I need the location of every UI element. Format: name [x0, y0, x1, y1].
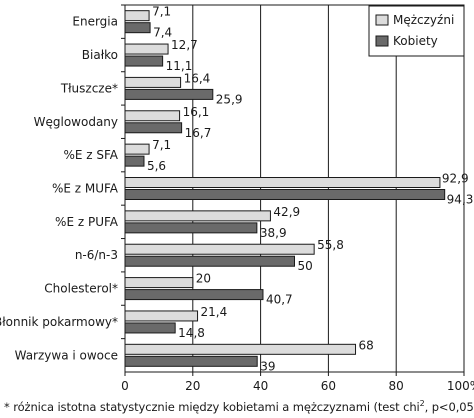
legend-label-women: Kobiety — [393, 34, 438, 48]
value-label-women: 94,3 — [447, 193, 474, 207]
value-label-women: 25,9 — [216, 92, 243, 106]
category-label: Błonnik pokarmowy* — [0, 315, 118, 329]
x-tick-label: 60 — [321, 379, 336, 393]
category-label: Energia — [72, 15, 118, 29]
legend-swatch-men — [375, 14, 389, 26]
value-label-women: 40,7 — [266, 293, 293, 307]
value-label-women: 50 — [298, 259, 313, 273]
value-label-men: 68 — [359, 338, 374, 352]
value-label-men: 20 — [196, 272, 211, 286]
bar-women — [124, 155, 145, 167]
value-label-women: 38,9 — [260, 226, 287, 240]
category-label: n-6/n-3 — [75, 248, 118, 262]
bar-men — [124, 76, 182, 88]
legend-label-men: Mężczyźni — [393, 13, 454, 27]
axes: 0 20 40 60 80 100% — [121, 4, 474, 393]
bar-women — [124, 322, 176, 334]
x-tick-label: 20 — [185, 379, 200, 393]
value-label-women: 11,1 — [166, 59, 193, 73]
footnote-tail: , p<0,05) — [424, 399, 474, 414]
bar-men — [124, 177, 441, 188]
value-label-men: 42,9 — [273, 205, 300, 219]
value-label-women: 14,8 — [178, 326, 205, 340]
footnote-superscript: 2 — [419, 399, 425, 408]
bar-men — [124, 210, 271, 222]
category-label: Węglowodany — [34, 115, 118, 129]
bar-women — [124, 22, 151, 34]
bar-women — [124, 122, 183, 134]
footnote-text: * różnica istotna statystycznie między k… — [4, 399, 420, 414]
value-label-men: 7,1 — [152, 5, 171, 19]
x-tick-label: 80 — [389, 379, 404, 393]
bar-men — [124, 277, 194, 289]
category-label: Cholesterol* — [44, 282, 118, 296]
bar-men — [124, 343, 357, 355]
value-label-women: 7,4 — [153, 26, 172, 40]
value-label-men: 7,1 — [152, 138, 171, 152]
x-tick-label: 100% — [447, 379, 474, 393]
category-label: Warzywa i owoce — [15, 348, 118, 362]
value-label-women: 16,7 — [185, 126, 212, 140]
bar-women — [124, 189, 446, 200]
value-label-men: 55,8 — [317, 238, 344, 252]
value-label-men: 16,4 — [184, 71, 211, 85]
x-tick-label: 40 — [253, 379, 268, 393]
legend-swatch-women — [375, 35, 389, 47]
category-label: %E z SFA — [63, 148, 118, 162]
category-label: %E z PUFA — [55, 215, 119, 229]
bar-men — [124, 243, 315, 255]
bar-men — [124, 143, 150, 155]
category-label: Tłuszcze* — [60, 81, 118, 95]
footnote: * różnica istotna statystycznie między k… — [4, 399, 474, 414]
bar-women — [124, 289, 264, 301]
value-label-men: 21,4 — [201, 305, 228, 319]
bar-men — [124, 310, 199, 322]
bar-women — [124, 55, 164, 67]
value-label-men: 12,7 — [171, 38, 198, 52]
bar-women — [124, 222, 258, 234]
legend: Mężczyźni Kobiety — [368, 5, 465, 57]
category-label: %E z MUFA — [52, 182, 119, 196]
value-label-men: 16,1 — [183, 105, 210, 119]
bar-women — [124, 88, 214, 100]
value-label-women: 5,6 — [147, 159, 166, 173]
labels: Energia 7,1 7,4 Białko 12,7 11,1 Tłuszcze* 16,4… — [0, 5, 473, 374]
bar-men — [124, 43, 169, 55]
category-label: Białko — [82, 48, 118, 62]
legend-box — [368, 5, 465, 57]
bar-women — [124, 355, 258, 367]
value-label-men: 92,9 — [442, 172, 469, 186]
plot-frame — [124, 4, 465, 373]
bar-men — [124, 110, 181, 122]
bar-men — [124, 10, 150, 22]
x-tick-label: 0 — [121, 379, 129, 393]
bar-women — [124, 255, 295, 267]
value-label-women: 39 — [260, 359, 275, 373]
